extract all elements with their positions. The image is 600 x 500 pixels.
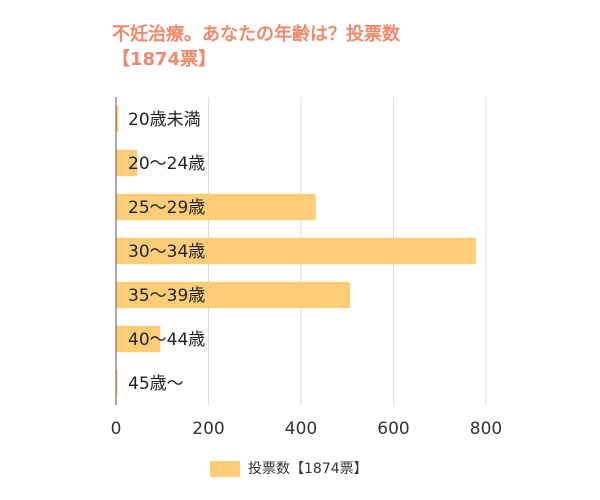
x-tick-label: 0 bbox=[111, 419, 122, 439]
y-tick-label: 25～29歳 bbox=[128, 198, 205, 218]
x-tick-label: 600 bbox=[377, 419, 409, 439]
bar bbox=[116, 105, 119, 133]
legend-swatch bbox=[210, 461, 240, 477]
y-tick-label: 20歳未満 bbox=[128, 110, 201, 130]
bar bbox=[116, 281, 351, 309]
x-tick-label: 800 bbox=[470, 419, 502, 439]
x-tick-label: 200 bbox=[192, 419, 224, 439]
x-tick-label: 400 bbox=[285, 419, 317, 439]
bar bbox=[116, 193, 316, 221]
y-tick-label: 30～34歳 bbox=[128, 242, 205, 262]
y-tick-label: 35～39歳 bbox=[128, 286, 205, 306]
legend-label: 投票数【1874票】 bbox=[248, 461, 368, 477]
y-tick-label: 20～24歳 bbox=[128, 154, 205, 174]
bar bbox=[116, 237, 476, 265]
bar bbox=[116, 369, 118, 397]
bar bbox=[116, 325, 161, 353]
bar bbox=[116, 149, 138, 177]
y-tick-label: 45歳～ bbox=[128, 374, 184, 394]
y-tick-label: 40～44歳 bbox=[128, 330, 205, 350]
chart-title: 不妊治療。あなたの年齢は？投票数【1874票】 bbox=[112, 24, 400, 70]
